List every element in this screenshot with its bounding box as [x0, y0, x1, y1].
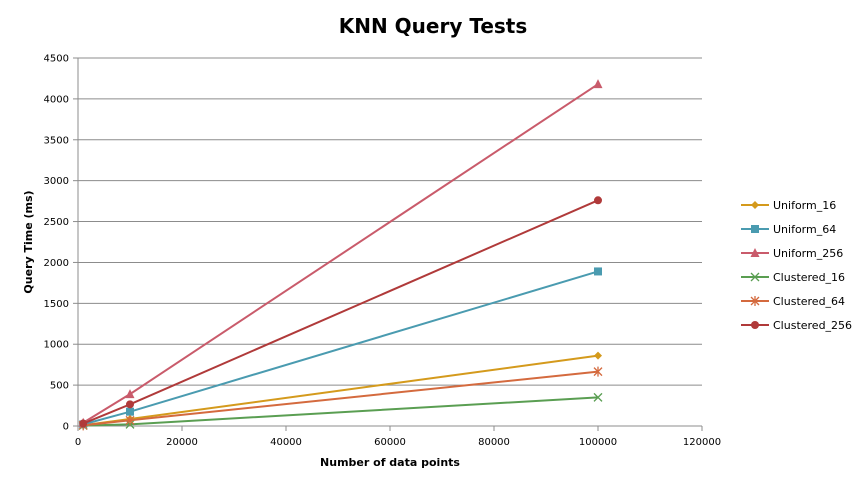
y-tick-label-4500: 4500	[44, 54, 69, 65]
legend-label-clustered-16: Clustered_16	[773, 271, 845, 284]
data-point-uniform-256-2	[593, 79, 603, 89]
legend-entry-clustered-64: Clustered_64	[741, 295, 845, 308]
legend-marker-clustered-64	[750, 296, 760, 306]
y-tick-label-500: 500	[50, 381, 69, 392]
data-point-uniform-256-1	[125, 389, 135, 399]
y-tick-label-0: 0	[63, 422, 69, 433]
data-point-clustered-256-0	[79, 419, 88, 428]
legend-label-uniform-256: Uniform_256	[773, 247, 843, 260]
series-uniform-64	[79, 267, 602, 429]
legend-marker-clustered-16	[750, 272, 760, 282]
y-tick-label-1000: 1000	[44, 340, 69, 351]
legend-entry-uniform-16: Uniform_16	[741, 199, 836, 212]
x-tick-label-0: 0	[75, 437, 81, 448]
chart-title: KNN Query Tests	[339, 14, 528, 38]
series-uniform-256	[78, 79, 603, 427]
legend-marker-clustered-256	[751, 321, 759, 329]
y-tick-label-3500: 3500	[44, 135, 69, 146]
data-point-clustered-64-2	[593, 366, 603, 377]
legend-entry-uniform-64: Uniform_64	[741, 223, 836, 236]
x-tick-label-120000: 120000	[683, 437, 721, 448]
y-tick-label-2000: 2000	[44, 258, 69, 269]
x-tick-label-80000: 80000	[478, 437, 510, 448]
data-point-uniform-16-2	[594, 351, 602, 360]
legend-label-clustered-64: Clustered_64	[773, 295, 845, 308]
axes	[77, 58, 702, 427]
legend-marker-uniform-256	[750, 248, 760, 257]
y-tick-label-3000: 3000	[44, 176, 69, 187]
y-tick-label-2500: 2500	[44, 217, 69, 228]
legend-marker-uniform-64	[751, 225, 759, 233]
y-axis-ticks: 0 500 1000 1500 2000 2500 3000 3500 4000 4500	[44, 54, 78, 433]
legend: Uniform_16 Uniform_64 Uniform_256 Clustered…	[741, 199, 852, 332]
y-tick-label-1500: 1500	[44, 299, 69, 310]
series-clustered-256	[79, 196, 602, 428]
x-tick-label-40000: 40000	[270, 437, 302, 448]
legend-entry-uniform-256: Uniform_256	[741, 247, 843, 260]
data-point-uniform-64-2	[594, 267, 602, 276]
y-axis-label: Query Time (ms)	[22, 190, 35, 293]
legend-label-clustered-256: Clustered_256	[773, 319, 852, 332]
series-line-clustered-64	[83, 370, 599, 427]
data-point-clustered-16-2	[593, 392, 603, 402]
data-point-clustered-256-1	[126, 400, 134, 409]
x-axis-ticks: 0 20000 40000 60000 80000 100000 120000	[75, 426, 721, 448]
series-layer	[78, 79, 603, 431]
x-axis-label: Number of data points	[320, 456, 460, 469]
data-point-clustered-64-1	[125, 415, 135, 426]
x-tick-label-20000: 20000	[166, 437, 198, 448]
y-tick-label-4000: 4000	[44, 94, 69, 105]
legend-entry-clustered-256: Clustered_256	[741, 319, 852, 332]
x-tick-label-60000: 60000	[374, 437, 406, 448]
data-point-clustered-256-2	[594, 196, 602, 205]
x-tick-label-100000: 100000	[579, 437, 617, 448]
legend-entry-clustered-16: Clustered_16	[741, 271, 845, 284]
legend-label-uniform-16: Uniform_16	[773, 199, 836, 212]
series-line-uniform-256	[82, 83, 599, 424]
legend-marker-uniform-16	[751, 201, 759, 209]
data-point-uniform-64-1	[126, 407, 134, 416]
legend-label-uniform-64: Uniform_64	[773, 223, 836, 236]
